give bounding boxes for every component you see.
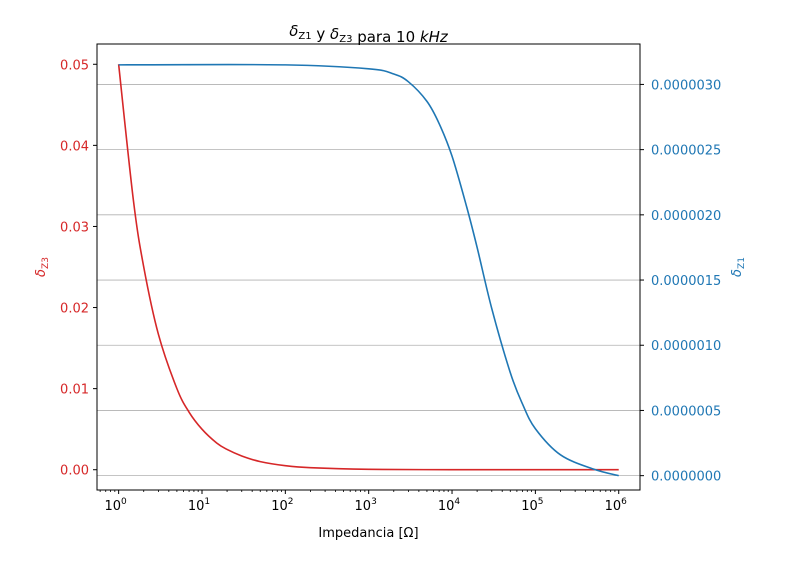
y-right-tick-label: 0.0000010: [651, 339, 721, 354]
y-right-tick-label: 0.0000000: [651, 470, 721, 485]
chart-title: δZ1 y δZ3 para 10 kHz: [289, 22, 449, 46]
x-tick-label: 106: [605, 497, 628, 514]
x-tick-label: 101: [188, 497, 210, 514]
y-axis-left: 0.00 0.01 0.02 0.03 0.04 0.05: [60, 58, 97, 479]
series-group: [117, 63, 619, 477]
y-axis-right: 0.0000000 0.0000005 0.0000010 0.0000015 0.00…: [640, 78, 721, 485]
y-axis-left-title: δZ3: [34, 257, 51, 277]
y-left-tick-label: 0.02: [60, 302, 89, 317]
y-right-tick-label: 0.0000005: [651, 404, 721, 419]
y-axis-right-title: δZ1: [730, 257, 747, 277]
x-tick-label: 102: [271, 497, 293, 514]
series-line-z1: [118, 63, 619, 477]
series-line-z3: [117, 64, 619, 471]
y-right-tick-label: 0.0000025: [651, 144, 721, 159]
x-tick-label: 104: [438, 497, 461, 514]
y-left-tick-label: 0.00: [60, 464, 89, 479]
y-left-tick-label: 0.04: [60, 139, 89, 154]
y-right-tick-label: 0.0000020: [651, 209, 721, 224]
y-right-tick-label: 0.0000015: [651, 274, 721, 289]
x-axis-title: Impedancia [Ω]: [318, 526, 418, 541]
x-tick-label: 105: [521, 497, 543, 514]
y-left-tick-label: 0.03: [60, 220, 89, 235]
y-right-tick-label: 0.0000030: [651, 78, 721, 93]
y-left-tick-label: 0.01: [60, 383, 89, 398]
x-tick-label: 103: [355, 497, 377, 514]
x-axis: 100 101 102 103 104 105 106: [99, 490, 628, 514]
x-tick-label: 100: [104, 497, 127, 514]
y-left-tick-label: 0.05: [60, 58, 89, 73]
